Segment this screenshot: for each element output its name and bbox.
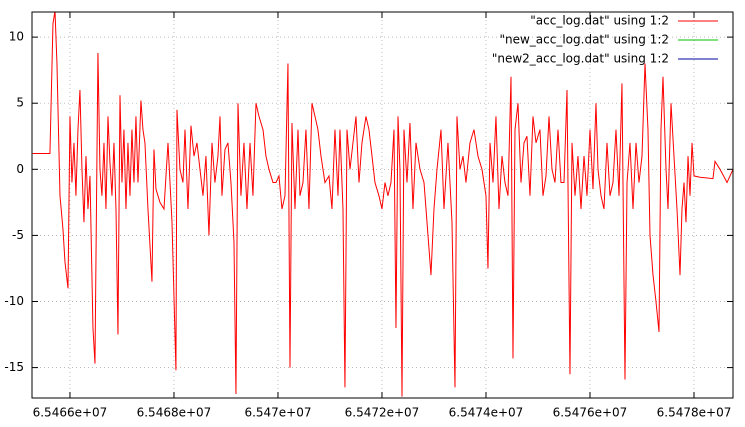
legend-label: "acc_log.dat" using 1:2: [530, 14, 669, 28]
plot-border: [31, 11, 734, 399]
legend-label: "new_acc_log.dat" using 1:2: [499, 33, 669, 47]
x-tick-label: 6.5474e+07: [449, 406, 524, 420]
legend-label: "new2_acc_log.dat" using 1:2: [492, 52, 669, 66]
x-tick-label: 6.5468e+07: [137, 406, 212, 420]
x-tick-label: 6.5472e+07: [345, 406, 420, 420]
x-tick-label: 6.547e+07: [244, 406, 311, 420]
y-tick-label: -5: [12, 228, 24, 242]
y-tick-label: -10: [4, 294, 24, 308]
x-tick-label: 6.5478e+07: [657, 406, 732, 420]
x-tick-label: 6.5466e+07: [33, 406, 108, 420]
data-line: [32, 12, 733, 397]
labels: -15 -10 -5 0 5 10 6.5466e+07 6.5468e+07 6.547e+0…: [4, 14, 731, 420]
plot-area: [32, 12, 733, 397]
y-tick-label: 10: [9, 30, 24, 44]
x-tick-label: 6.5476e+07: [553, 406, 628, 420]
y-tick-label: -15: [4, 360, 24, 374]
y-tick-label: 0: [16, 162, 24, 176]
y-tick-label: 5: [16, 96, 24, 110]
